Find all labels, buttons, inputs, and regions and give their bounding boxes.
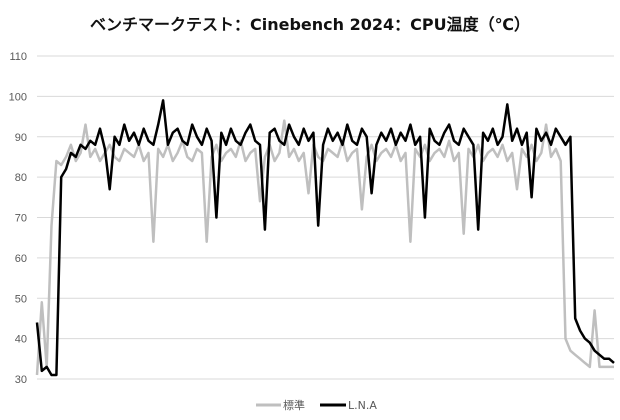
chart-title: ベンチマークテスト：Cinebench 2024：CPU温度（℃） [90,15,530,34]
y-tick-label: 30 [15,374,27,386]
y-tick-label: 110 [9,51,27,63]
y-tick-label: 70 [15,213,27,225]
y-tick-label: 100 [9,91,27,103]
series-line-standard [35,119,614,376]
y-tick-label: 40 [15,334,27,346]
y-tick-label: 90 [15,132,27,144]
y-tick-label: 60 [15,253,27,265]
legend: 標準 L.N.A [256,398,377,412]
legend-label-標準: 標準 [283,398,305,412]
series-line-lna [35,99,615,377]
y-tick-label: 50 [15,293,27,305]
legend-label-lna: L.N.A [348,399,377,412]
y-tick-label: 80 [15,172,27,184]
